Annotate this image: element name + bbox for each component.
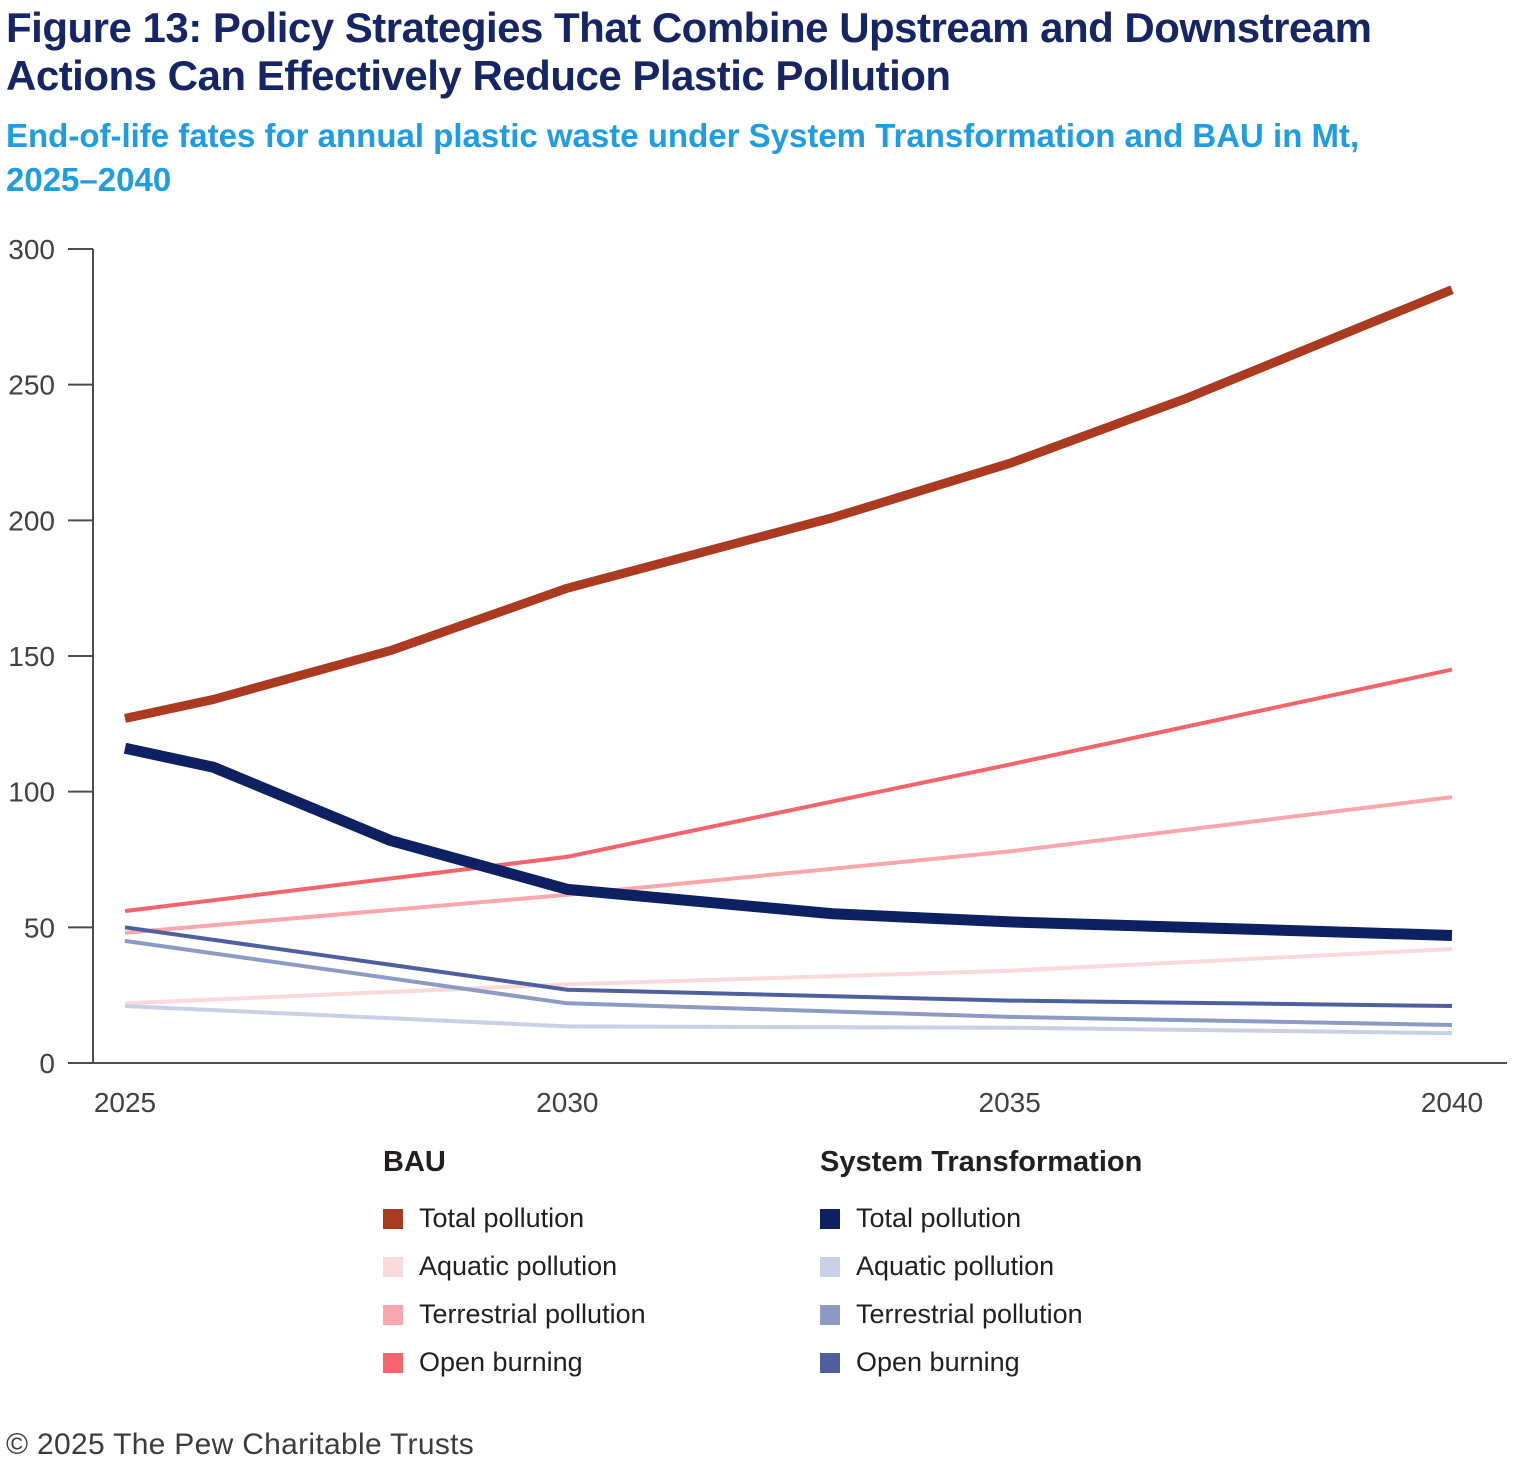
- legend-item: Aquatic pollution: [383, 1253, 646, 1280]
- series-line-system-transformation-open-burning: [124, 925, 1453, 1009]
- legend-item: Total pollution: [820, 1205, 1142, 1232]
- series-line-system-transformation-aquatic-pollution: [124, 1004, 1453, 1036]
- bau-open-burning-swatch-icon: [383, 1352, 403, 1373]
- y-tick-label: 100: [8, 777, 55, 808]
- copyright-notice: © 2025 The Pew Charitable Trusts: [6, 1428, 475, 1461]
- series-line-bau-total-pollution: [124, 285, 1454, 723]
- y-tick-label: 50: [24, 912, 55, 943]
- legend-item-label: Terrestrial pollution: [856, 1299, 1083, 1329]
- st-total-swatch-icon: [820, 1208, 840, 1229]
- legend-item-label: Total pollution: [856, 1203, 1022, 1233]
- legend-item-label: Aquatic pollution: [856, 1251, 1055, 1281]
- series-line-system-transformation-terrestrial-pollution: [124, 938, 1453, 1028]
- legend-item: Open burning: [820, 1349, 1142, 1376]
- bau-total-swatch-icon: [383, 1208, 403, 1229]
- y-tick-label: 150: [8, 641, 55, 672]
- legend-item-label: Open burning: [856, 1347, 1020, 1377]
- x-tick-label: 2040: [1421, 1087, 1483, 1118]
- x-tick-label: 2030: [536, 1087, 598, 1118]
- series-line-bau-terrestrial-pollution: [124, 795, 1453, 935]
- y-tick-label: 300: [8, 234, 55, 265]
- legend-item: Total pollution: [383, 1205, 646, 1232]
- figure-header: Figure 13: Policy Strategies That Combin…: [6, 4, 1486, 202]
- legend-item: Terrestrial pollution: [383, 1301, 646, 1328]
- y-tick-label: 0: [39, 1048, 55, 1079]
- legend-item-label: Terrestrial pollution: [419, 1299, 646, 1329]
- y-tick-label: 200: [8, 505, 55, 536]
- st-open-burning-swatch-icon: [820, 1352, 840, 1373]
- series-line-bau-open-burning: [124, 667, 1453, 914]
- legend-item-label: Open burning: [419, 1347, 583, 1377]
- x-tick-label: 2035: [979, 1087, 1041, 1118]
- series-line-system-transformation-total-pollution: [123, 742, 1453, 941]
- bau-aquatic-swatch-icon: [383, 1256, 403, 1277]
- legend-item: Open burning: [383, 1349, 646, 1376]
- y-tick-label: 250: [8, 370, 55, 401]
- legend-item: Terrestrial pollution: [820, 1301, 1142, 1328]
- legend-item: Aquatic pollution: [820, 1253, 1142, 1280]
- legend-item-label: Total pollution: [419, 1203, 585, 1233]
- bau-terrestrial-swatch-icon: [383, 1304, 403, 1325]
- st-terrestrial-swatch-icon: [820, 1304, 840, 1325]
- figure-title: Figure 13: Policy Strategies That Combin…: [6, 4, 1372, 99]
- figure-subtitle: End-of-life fates for annual plastic was…: [6, 116, 1360, 198]
- x-tick-label: 2025: [94, 1087, 156, 1118]
- legend-bau: BAU Total pollution Aquatic pollution Te…: [383, 1146, 646, 1397]
- st-aquatic-swatch-icon: [820, 1256, 840, 1277]
- legend-bau-header: BAU: [383, 1146, 446, 1178]
- legend-item-label: Aquatic pollution: [419, 1251, 618, 1281]
- legend-st-header: System Transformation: [820, 1146, 1143, 1178]
- series-line-bau-aquatic-pollution: [124, 947, 1453, 1006]
- legend-system-transformation: System Transformation Total pollution Aq…: [820, 1146, 1142, 1397]
